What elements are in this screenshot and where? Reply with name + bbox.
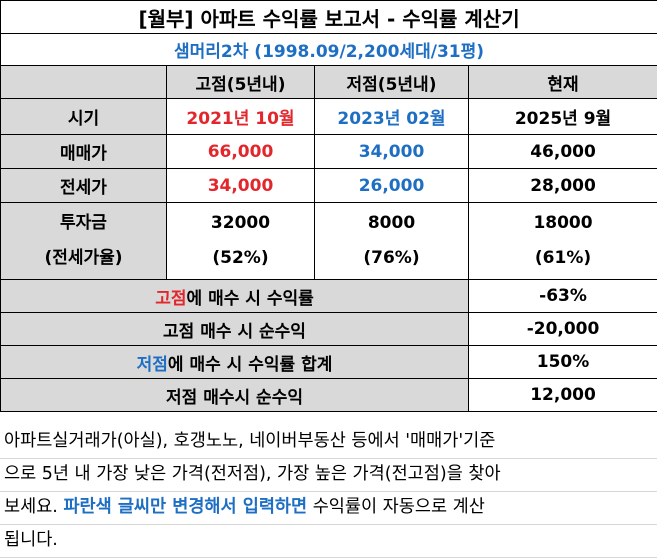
jeonse-now-cell[interactable]: 28,000 (467, 168, 657, 203)
header-high: 고점(5년내) (166, 65, 315, 99)
high-rate-value: -63% (467, 279, 657, 313)
table-row: 투자금 (전세가율) 32000 (52%) 8000 (76%) 18000 … (0, 202, 657, 280)
sheet-gridline (0, 491, 657, 492)
invest-high-amount: 32000 (210, 213, 271, 233)
low-profit-label: 저점 매수시 순수익 (0, 378, 469, 412)
instruction-note: 아파트실거래가(아실), 호갱노노, 네이버부동산 등에서 '매매가'기준 으로… (0, 425, 655, 557)
row-label-jeonse: 전세가 (0, 168, 167, 203)
invest-now-ratio: (61%) (534, 248, 592, 268)
high-rate-label: 고점에 매수 시 수익률 (0, 279, 469, 313)
period-low-cell[interactable]: 2023년 02월 (314, 98, 469, 135)
sale-low-cell[interactable]: 34,000 (314, 134, 469, 169)
table-row: 매매가 66,000 34,000 46,000 (0, 134, 657, 169)
column-header-row: 고점(5년내) 저점(5년내) 현재 (0, 65, 657, 99)
summary-row: 저점에 매수 시 수익률 합계 150% (0, 345, 657, 379)
header-now: 현재 (467, 65, 657, 99)
summary-row: 저점 매수시 순수익 12,000 (0, 378, 657, 412)
row-label-sale: 매매가 (0, 134, 167, 169)
invest-label-line2: (전세가율) (44, 248, 123, 268)
note-line-2: 으로 5년 내 가장 낮은 가격(전저점), 가장 높은 가격(전고점)을 찾아 (4, 464, 501, 484)
profit-calculator-table: [월부] 아파트 수익률 보고서 - 수익률 계산기 샘머리2차 (1998.0… (0, 0, 657, 412)
jeonse-low-cell[interactable]: 26,000 (314, 168, 469, 203)
note-line-3: 보세요. 파란색 글씨만 변경해서 입력하면 수익률이 자동으로 계산 (4, 491, 651, 524)
jeonse-high-cell[interactable]: 34,000 (166, 168, 315, 203)
sale-high-cell[interactable]: 66,000 (166, 134, 315, 169)
low-rate-value: 150% (467, 345, 657, 379)
note-line-1: 아파트실거래가(아실), 호갱노노, 네이버부동산 등에서 '매매가'기준 (4, 431, 496, 451)
low-profit-value: 12,000 (467, 378, 657, 412)
high-profit-value: -20,000 (467, 312, 657, 346)
invest-low-cell: 8000 (76%) (314, 202, 469, 280)
invest-low-amount: 8000 (367, 213, 416, 233)
period-now-cell[interactable]: 2025년 9월 (467, 98, 657, 135)
invest-low-ratio: (76%) (363, 248, 420, 268)
row-label-invest: 투자금 (전세가율) (0, 202, 167, 280)
header-empty-cell (0, 65, 167, 99)
invest-high-cell: 32000 (52%) (166, 202, 315, 280)
summary-row: 고점에 매수 시 수익률 -63% (0, 279, 657, 313)
period-high-cell[interactable]: 2021년 10월 (166, 98, 315, 135)
invest-now-amount: 18000 (533, 213, 593, 233)
row-label-period: 시기 (0, 98, 167, 135)
sheet-gridline (0, 524, 657, 525)
report-title: [월부] 아파트 수익률 보고서 - 수익률 계산기 (0, 0, 657, 34)
high-rate-label-text: 에 매수 시 수익률 (186, 288, 314, 309)
invest-label-line1: 투자금 (60, 213, 107, 233)
high-rate-highlight: 고점 (155, 288, 187, 309)
note-line-3-start: 보세요. (4, 497, 64, 517)
note-line-4: 됩니다. (4, 530, 58, 550)
apartment-subtitle: 샘머리2차 (1998.09/2,200세대/31평) (0, 33, 657, 66)
invest-high-ratio: (52%) (212, 248, 269, 268)
high-profit-label: 고점 매수 시 순수익 (0, 312, 469, 346)
invest-now-cell: 18000 (61%) (467, 202, 657, 280)
table-row: 전세가 34,000 26,000 28,000 (0, 168, 657, 203)
table-row: 시기 2021년 10월 2023년 02월 2025년 9월 (0, 98, 657, 135)
header-low: 저점(5년내) (314, 65, 469, 99)
sheet-gridline (0, 458, 657, 459)
note-highlight: 파란색 글씨만 변경해서 입력하면 (63, 497, 308, 517)
low-rate-highlight: 저점 (136, 354, 168, 375)
low-rate-label-text: 에 매수 시 수익률 합계 (167, 354, 333, 375)
sale-now-cell[interactable]: 46,000 (467, 134, 657, 169)
summary-row: 고점 매수 시 순수익 -20,000 (0, 312, 657, 346)
note-line-3-end: 수익률이 자동으로 계산 (307, 497, 485, 517)
low-rate-label: 저점에 매수 시 수익률 합계 (0, 345, 469, 379)
